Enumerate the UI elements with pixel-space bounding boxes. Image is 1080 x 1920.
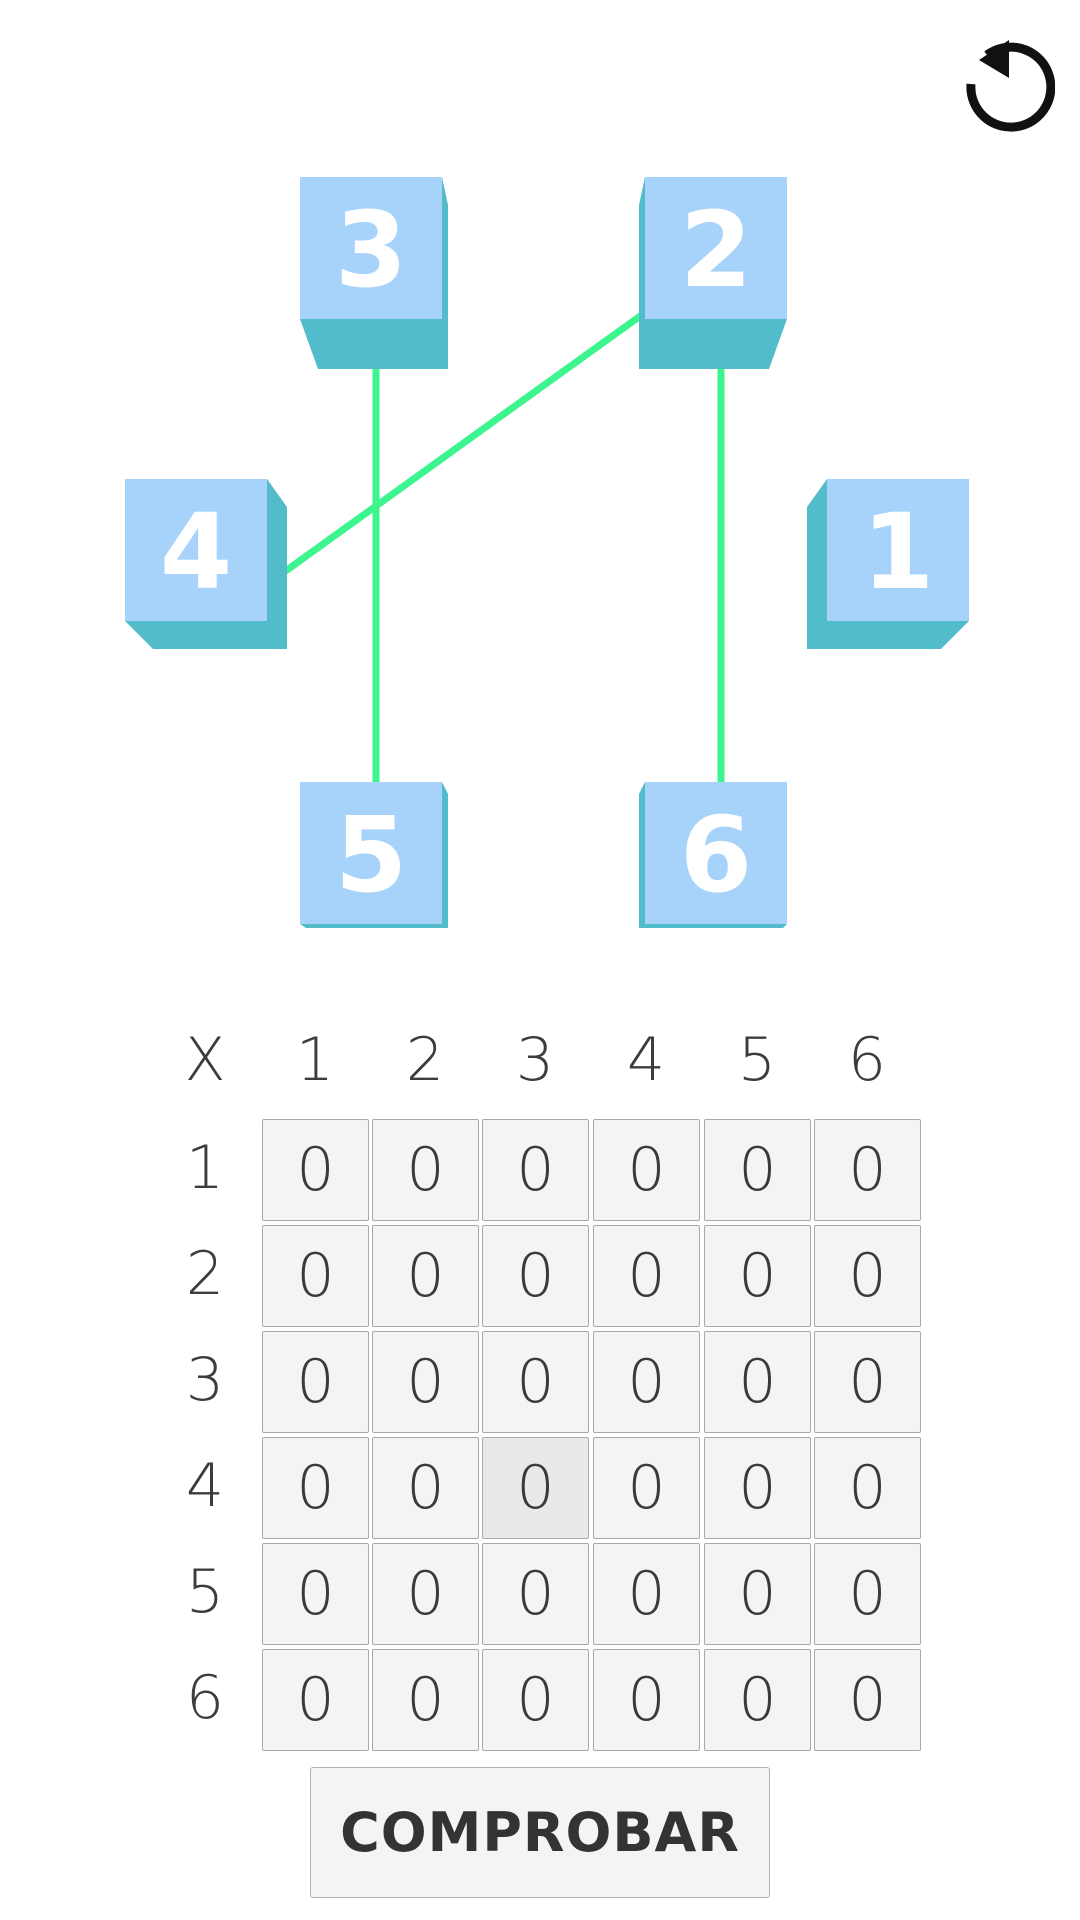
matrix-cell-r3-c1[interactable]: 0	[262, 1331, 369, 1433]
node-face	[645, 177, 787, 319]
matrix-cell-r3-c5[interactable]: 0	[704, 1331, 811, 1433]
matrix-cell-r6-c6[interactable]: 0	[814, 1649, 921, 1751]
node-label: 2	[680, 189, 752, 311]
matrix-col-header-2: 2	[405, 1025, 445, 1095]
matrix-cell-r6-c1[interactable]: 0	[262, 1649, 369, 1751]
matrix-cell-r5-c5[interactable]: 0	[704, 1543, 811, 1645]
matrix-row-header-5: 5	[185, 1557, 225, 1627]
matrix-cell-r5-c4[interactable]: 0	[593, 1543, 700, 1645]
node-3[interactable]: 3	[300, 177, 448, 369]
node-6[interactable]: 6	[639, 782, 787, 928]
matrix-row-header-1: 1	[185, 1133, 225, 1203]
edge-2-4	[277, 311, 646, 578]
matrix-cell-r4-c1[interactable]: 0	[262, 1437, 369, 1539]
matrix-cell-r1-c5[interactable]: 0	[704, 1119, 811, 1221]
matrix-cell-r2-c3[interactable]: 0	[482, 1225, 589, 1327]
reset-icon	[966, 40, 1056, 132]
matrix-cell-r1-c6[interactable]: 0	[814, 1119, 921, 1221]
matrix-corner-label: X	[184, 1025, 226, 1095]
node-label: 3	[335, 189, 407, 311]
matrix-col-header-3: 3	[515, 1025, 555, 1095]
matrix-cell-r5-c6[interactable]: 0	[814, 1543, 921, 1645]
node-face	[300, 177, 442, 319]
node-side	[125, 479, 287, 649]
reset-button[interactable]	[935, 20, 1056, 140]
matrix-cell-r1-c4[interactable]: 0	[593, 1119, 700, 1221]
matrix-cell-r6-c4[interactable]: 0	[593, 1649, 700, 1751]
matrix-cell-r5-c2[interactable]: 0	[372, 1543, 479, 1645]
matrix-cell-r1-c2[interactable]: 0	[372, 1119, 479, 1221]
matrix-cell-r5-c1[interactable]: 0	[262, 1543, 369, 1645]
matrix-cell-r6-c5[interactable]: 0	[704, 1649, 811, 1751]
matrix-col-header-6: 6	[847, 1025, 887, 1095]
graph-area: 3 2 4 1 5 6	[125, 177, 969, 928]
node-1[interactable]: 1	[807, 479, 969, 649]
matrix-cell-r3-c6[interactable]: 0	[814, 1331, 921, 1433]
check-button[interactable]: COMPROBAR	[310, 1767, 770, 1898]
matrix-col-header-5: 5	[737, 1025, 777, 1095]
node-face	[300, 782, 442, 924]
node-face	[645, 782, 787, 924]
node-2[interactable]: 2	[639, 177, 787, 369]
matrix-col-header-1: 1	[295, 1025, 335, 1095]
node-label: 1	[862, 491, 934, 613]
matrix-cell-r3-c3[interactable]: 0	[482, 1331, 589, 1433]
node-side	[300, 177, 448, 369]
matrix-cell-r6-c3[interactable]: 0	[482, 1649, 589, 1751]
matrix-cell-r4-c4[interactable]: 0	[593, 1437, 700, 1539]
node-label: 6	[680, 794, 752, 916]
node-5[interactable]: 5	[300, 782, 448, 928]
node-face	[125, 479, 267, 621]
node-label: 5	[335, 794, 407, 916]
matrix-cell-r3-c4[interactable]: 0	[593, 1331, 700, 1433]
matrix-cell-r1-c3[interactable]: 0	[482, 1119, 589, 1221]
matrix-col-header-4: 4	[626, 1025, 666, 1095]
node-face	[827, 479, 969, 621]
matrix-cell-r2-c4[interactable]: 0	[593, 1225, 700, 1327]
node-4[interactable]: 4	[125, 479, 287, 649]
matrix-cell-r5-c3[interactable]: 0	[482, 1543, 589, 1645]
matrix-cell-r1-c1[interactable]: 0	[262, 1119, 369, 1221]
matrix-cell-r2-c6[interactable]: 0	[814, 1225, 921, 1327]
node-label: 4	[160, 491, 232, 613]
matrix-cell-r4-c6[interactable]: 0	[814, 1437, 921, 1539]
matrix-row-header-4: 4	[185, 1451, 225, 1521]
matrix-cell-r2-c2[interactable]: 0	[372, 1225, 479, 1327]
matrix-cell-r3-c2[interactable]: 0	[372, 1331, 479, 1433]
matrix-row-header-6: 6	[185, 1663, 225, 1733]
matrix-cell-r2-c5[interactable]: 0	[704, 1225, 811, 1327]
matrix-cell-r6-c2[interactable]: 0	[372, 1649, 479, 1751]
node-side	[807, 479, 969, 649]
matrix-cell-r4-c2[interactable]: 0	[372, 1437, 479, 1539]
matrix-cell-r4-c5[interactable]: 0	[704, 1437, 811, 1539]
matrix-cell-r4-c3[interactable]: 0	[482, 1437, 589, 1539]
matrix-row-header-3: 3	[185, 1345, 225, 1415]
matrix-cell-r2-c1[interactable]: 0	[262, 1225, 369, 1327]
matrix-row-header-2: 2	[185, 1239, 225, 1309]
